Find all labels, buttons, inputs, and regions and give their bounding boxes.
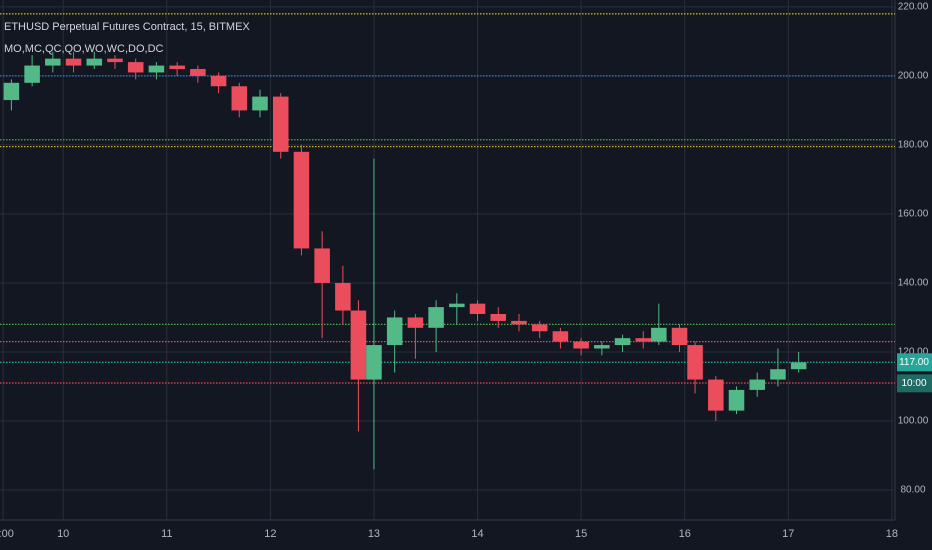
candle-body — [531, 324, 548, 332]
chart-title: ETHUSD Perpetual Futures Contract, 15, B… — [4, 21, 250, 33]
last-price-box — [897, 353, 932, 372]
candle-body — [272, 96, 289, 152]
x-tick-label: 0:00 — [0, 528, 14, 540]
candle-body — [386, 317, 403, 346]
candle-body — [252, 96, 268, 111]
candle-body — [148, 65, 165, 73]
candle-body — [490, 314, 507, 321]
y-tick-label: 180.00 — [898, 140, 929, 151]
candle-body — [449, 303, 465, 308]
candle-body — [231, 86, 248, 111]
candle-body — [594, 345, 610, 349]
candle-body — [86, 58, 103, 66]
candle-body — [687, 345, 703, 380]
candle-body — [790, 362, 807, 370]
candle-body — [635, 338, 652, 342]
candle-body — [65, 58, 82, 66]
candle-body — [210, 75, 227, 87]
candle-body — [45, 58, 61, 66]
y-tick-label: 100.00 — [898, 416, 929, 427]
y-tick-label: 120.00 — [898, 347, 929, 358]
candle-body — [651, 327, 667, 342]
candle-body — [428, 307, 444, 328]
indicator-label: MO,MC,QC,QO,WO,WC,DO,DC — [4, 43, 164, 55]
last-price-label: 117.00 — [899, 357, 929, 368]
countdown-label: 10:00 — [901, 378, 926, 389]
candle-body — [511, 320, 527, 325]
grid — [0, 0, 895, 520]
candle-body — [469, 303, 486, 315]
candle-body — [3, 82, 20, 101]
candle-body — [293, 151, 310, 249]
candle-body — [127, 62, 144, 73]
candle-body — [190, 69, 206, 76]
x-tick-label: 12 — [264, 528, 276, 540]
candle-body — [671, 327, 688, 346]
x-tick-label: 10 — [57, 528, 69, 540]
candle-body — [728, 389, 745, 411]
x-tick-label: 18 — [886, 528, 898, 540]
y-tick-label: 160.00 — [898, 209, 929, 220]
candle-body — [573, 341, 589, 349]
x-tick-label: 16 — [679, 528, 691, 540]
candle-body — [366, 345, 382, 380]
candle-body — [614, 338, 631, 346]
candle-body — [749, 379, 765, 390]
y-tick-label: 200.00 — [898, 71, 929, 82]
countdown-box — [897, 374, 932, 393]
candle-body — [407, 317, 424, 328]
x-tick-label: 13 — [368, 528, 380, 540]
candle-body — [107, 58, 123, 63]
y-tick-label: 80.00 — [900, 485, 925, 496]
x-tick-label: 14 — [471, 528, 483, 540]
x-tick-label: 15 — [575, 528, 587, 540]
y-tick-label: 140.00 — [898, 278, 929, 289]
candle-body — [708, 379, 724, 411]
y-tick-label: 220.00 — [898, 2, 929, 13]
candle-body — [169, 65, 185, 70]
candle-body — [350, 310, 367, 380]
x-tick-label: 11 — [161, 528, 172, 540]
candle-body — [24, 65, 40, 83]
candle-body — [770, 369, 786, 380]
x-tick-label: 17 — [782, 528, 794, 540]
candle-body — [552, 331, 569, 342]
candle-body — [335, 282, 351, 311]
plot — [0, 13, 895, 470]
candle-body — [314, 248, 330, 283]
